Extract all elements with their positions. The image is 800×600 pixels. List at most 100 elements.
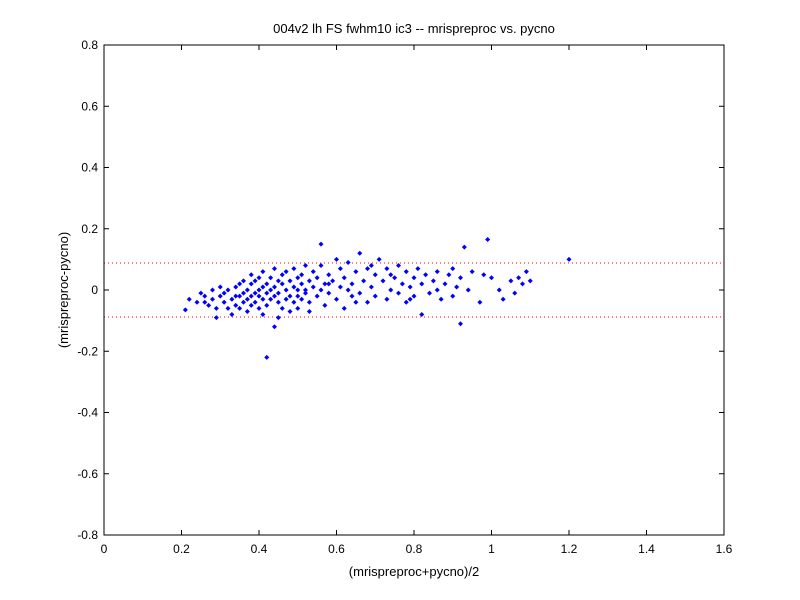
data-point — [496, 287, 502, 293]
data-point — [283, 296, 289, 302]
data-point — [419, 312, 425, 317]
data-point — [322, 302, 328, 308]
data-point — [233, 293, 239, 299]
data-point — [349, 281, 355, 287]
data-point — [465, 287, 471, 293]
data-point — [291, 299, 297, 305]
x-tick-label: 0.2 — [173, 542, 190, 556]
data-point — [244, 296, 250, 302]
data-point — [287, 293, 293, 299]
y-tick-label: 0 — [91, 283, 98, 297]
data-point — [407, 296, 413, 302]
data-point — [365, 299, 370, 305]
data-point — [365, 266, 370, 272]
data-point — [237, 281, 243, 287]
data-point — [299, 272, 305, 278]
data-point — [411, 293, 417, 299]
data-point — [450, 266, 456, 272]
data-point — [198, 290, 204, 296]
y-axis-ticks: -0.8 -0.6 -0.4 -0.2 0 0.2 0.4 0.6 0.8 — [77, 38, 724, 542]
data-point — [388, 287, 394, 293]
data-point — [291, 284, 297, 290]
data-point — [403, 299, 409, 305]
data-point — [334, 296, 339, 302]
data-point — [303, 287, 308, 293]
x-tick-label: 1.4 — [638, 542, 655, 556]
data-point — [314, 275, 320, 281]
y-tick-label: 0.4 — [81, 161, 98, 175]
data-point — [202, 299, 208, 305]
data-point — [241, 278, 246, 284]
data-point — [310, 284, 316, 290]
data-points — [182, 236, 572, 360]
data-point — [248, 302, 254, 308]
data-point — [268, 275, 274, 281]
data-point — [396, 263, 401, 268]
x-tick-label: 0.4 — [251, 542, 268, 556]
data-point — [279, 305, 285, 311]
data-point — [314, 293, 320, 299]
data-point — [566, 256, 572, 262]
x-axis-ticks: 0 0.2 0.4 0.6 0.8 1 1.2 1.4 1.6 — [101, 45, 733, 556]
data-point — [272, 324, 277, 330]
x-tick-label: 0 — [101, 542, 108, 556]
data-point — [326, 272, 332, 278]
data-point — [345, 287, 351, 293]
data-point — [252, 278, 258, 284]
data-point — [434, 269, 440, 275]
data-point — [523, 269, 529, 275]
data-point — [202, 293, 208, 299]
data-point — [372, 293, 378, 299]
data-point — [485, 236, 491, 242]
data-point — [248, 281, 254, 287]
data-point — [244, 287, 250, 293]
x-tick-label: 0.6 — [328, 542, 345, 556]
data-point — [306, 278, 312, 284]
data-point — [306, 308, 312, 314]
data-point — [337, 266, 343, 272]
data-point — [372, 272, 378, 278]
data-point — [264, 290, 270, 296]
data-point — [206, 302, 212, 308]
data-point — [349, 293, 355, 299]
data-point — [368, 263, 374, 268]
data-point — [182, 307, 188, 313]
data-point — [264, 302, 270, 308]
data-point — [272, 266, 277, 272]
x-tick-label: 1.6 — [716, 542, 733, 556]
data-point — [334, 256, 339, 262]
data-point — [260, 312, 266, 317]
data-point — [225, 287, 231, 293]
data-point — [392, 275, 398, 281]
data-point — [210, 296, 215, 302]
data-point — [241, 299, 246, 305]
data-point — [306, 299, 312, 305]
data-point — [500, 296, 506, 302]
chart-title: 004v2 lh FS fwhm10 ic3 -- mrispreproc vs… — [273, 21, 555, 36]
data-point — [427, 290, 432, 296]
data-point — [303, 263, 308, 268]
y-tick-label: -0.8 — [77, 528, 98, 542]
data-point — [279, 281, 285, 287]
data-point — [264, 281, 270, 287]
data-point — [399, 281, 405, 287]
data-point — [461, 244, 467, 250]
data-point — [287, 308, 293, 314]
y-tick-label: -0.2 — [77, 344, 98, 358]
data-point — [275, 315, 281, 321]
data-point — [299, 296, 305, 302]
data-point — [376, 256, 382, 262]
data-point — [252, 299, 258, 305]
data-point — [233, 302, 239, 308]
data-point — [256, 293, 262, 299]
data-point — [217, 293, 223, 299]
x-tick-label: 1 — [488, 542, 495, 556]
data-point — [450, 293, 456, 299]
data-point — [295, 287, 301, 293]
data-point — [341, 275, 347, 281]
data-point — [345, 259, 351, 265]
data-point — [357, 290, 363, 296]
data-point — [469, 269, 475, 275]
data-point — [295, 275, 301, 281]
